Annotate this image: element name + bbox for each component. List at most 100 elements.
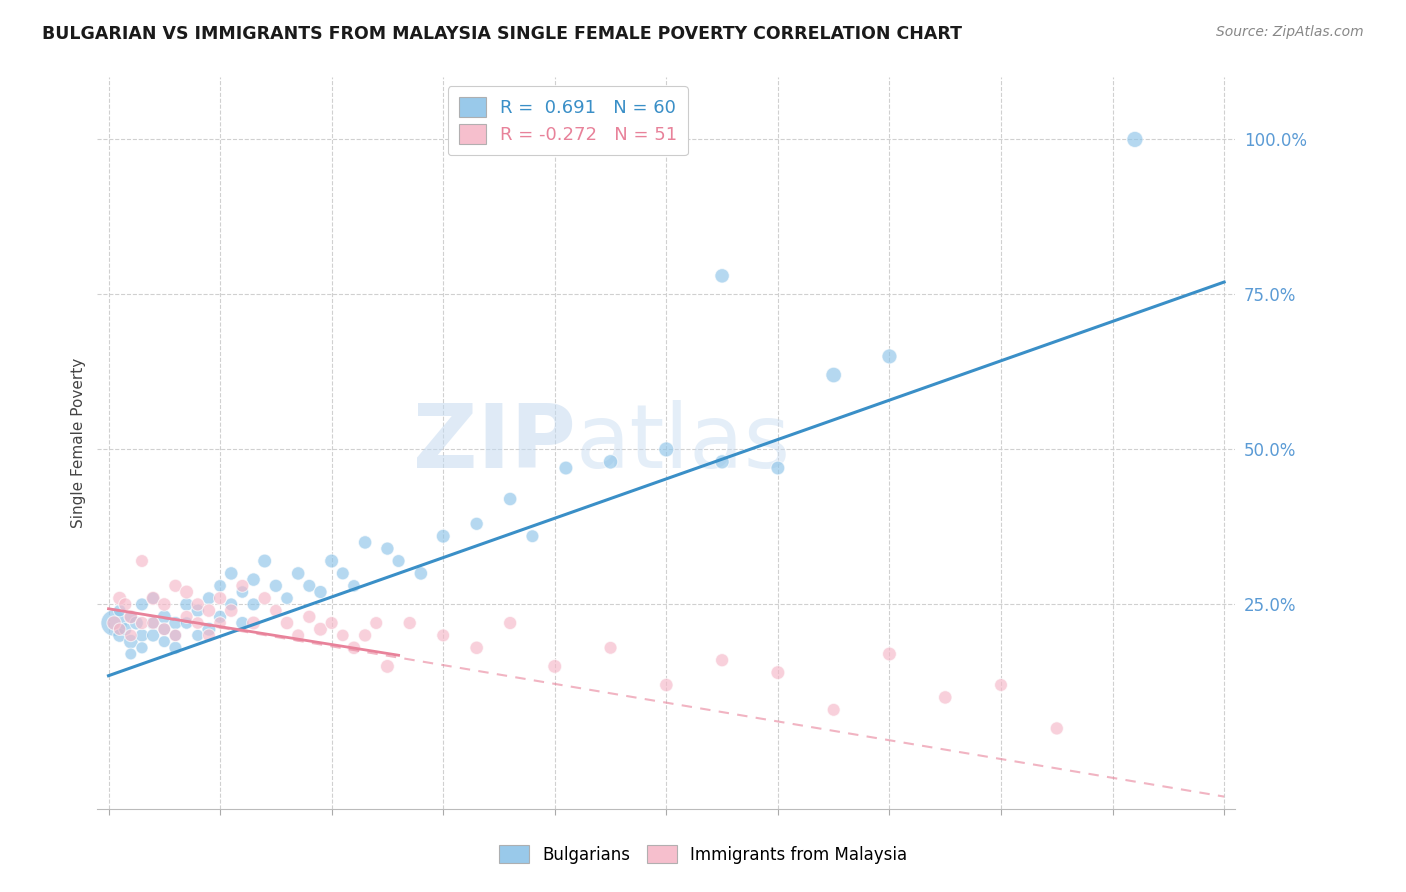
Point [253, 591, 276, 606]
Point [398, 615, 420, 630]
Point [114, 598, 136, 612]
Point [253, 554, 276, 568]
Point [103, 615, 125, 630]
Point [465, 516, 488, 531]
Text: BULGARIAN VS IMMIGRANTS FROM MALAYSIA SINGLE FEMALE POVERTY CORRELATION CHART: BULGARIAN VS IMMIGRANTS FROM MALAYSIA SI… [42, 25, 962, 43]
Point [209, 579, 232, 593]
Point [219, 566, 242, 581]
Point [465, 640, 488, 655]
Point [165, 640, 187, 655]
Point [1123, 132, 1146, 146]
Point [120, 609, 142, 624]
Point [231, 615, 253, 630]
Point [209, 609, 232, 624]
Point [711, 653, 734, 667]
Point [231, 579, 253, 593]
Point [309, 622, 332, 636]
Point [176, 615, 198, 630]
Point [198, 604, 221, 618]
Point [499, 615, 522, 630]
Point [153, 598, 176, 612]
Point [120, 647, 142, 661]
Point [153, 634, 176, 648]
Point [176, 598, 198, 612]
Point [108, 604, 131, 618]
Point [198, 628, 221, 642]
Point [219, 598, 242, 612]
Point [432, 628, 454, 642]
Point [131, 554, 153, 568]
Legend: Bulgarians, Immigrants from Malaysia: Bulgarians, Immigrants from Malaysia [492, 838, 914, 871]
Point [766, 665, 789, 680]
Point [153, 609, 176, 624]
Point [142, 591, 165, 606]
Point [499, 491, 522, 506]
Point [321, 554, 343, 568]
Point [332, 628, 354, 642]
Point [153, 622, 176, 636]
Point [879, 647, 901, 661]
Point [377, 659, 399, 673]
Point [264, 604, 287, 618]
Point [354, 535, 377, 549]
Point [655, 678, 678, 692]
Point [114, 622, 136, 636]
Point [522, 529, 544, 543]
Point [120, 628, 142, 642]
Point [343, 640, 366, 655]
Point [242, 573, 264, 587]
Point [242, 615, 264, 630]
Point [332, 566, 354, 581]
Point [555, 461, 578, 475]
Point [142, 628, 165, 642]
Point [125, 615, 148, 630]
Point [103, 615, 125, 630]
Point [655, 442, 678, 457]
Point [354, 628, 377, 642]
Point [711, 455, 734, 469]
Point [187, 604, 209, 618]
Point [209, 591, 232, 606]
Point [298, 609, 321, 624]
Point [711, 268, 734, 283]
Point [343, 579, 366, 593]
Point [131, 598, 153, 612]
Point [120, 634, 142, 648]
Point [276, 615, 298, 630]
Point [198, 622, 221, 636]
Point [165, 628, 187, 642]
Point [377, 541, 399, 556]
Point [276, 591, 298, 606]
Point [187, 628, 209, 642]
Point [309, 585, 332, 599]
Point [387, 554, 409, 568]
Point [108, 628, 131, 642]
Point [165, 628, 187, 642]
Point [165, 615, 187, 630]
Point [187, 615, 209, 630]
Point [131, 615, 153, 630]
Point [131, 640, 153, 655]
Point [187, 598, 209, 612]
Point [131, 628, 153, 642]
Point [823, 368, 845, 382]
Point [879, 350, 901, 364]
Point [165, 579, 187, 593]
Point [766, 461, 789, 475]
Text: ZIP: ZIP [412, 400, 575, 487]
Point [366, 615, 388, 630]
Point [108, 622, 131, 636]
Point [287, 566, 309, 581]
Y-axis label: Single Female Poverty: Single Female Poverty [72, 358, 86, 528]
Point [599, 455, 621, 469]
Point [544, 659, 567, 673]
Point [209, 615, 232, 630]
Point [823, 703, 845, 717]
Point [242, 598, 264, 612]
Point [264, 579, 287, 593]
Point [142, 615, 165, 630]
Point [409, 566, 432, 581]
Point [176, 609, 198, 624]
Point [176, 585, 198, 599]
Point [198, 591, 221, 606]
